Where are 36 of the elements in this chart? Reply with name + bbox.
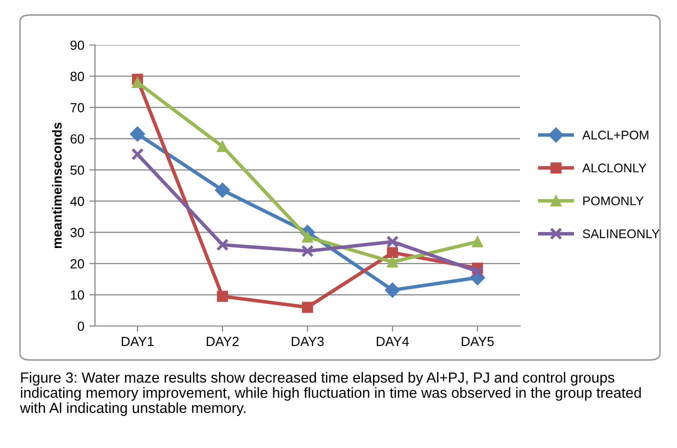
x-tick-label: DAY4 [376,336,409,346]
point [471,265,484,278]
y-axis-title: meantimeinseconds [52,122,62,248]
point [216,140,228,152]
y-tick-label: 80 [70,72,84,82]
point [386,235,399,248]
y-tick-label: 50 [70,165,84,175]
y-tick-label: 30 [70,228,84,238]
y-tick-label: 0 [78,322,84,331]
point [132,76,144,88]
y-tick-label: 10 [70,290,84,300]
legend-label: ALCLONLY [582,164,646,172]
point [301,244,314,258]
point [384,282,400,298]
point [302,302,314,313]
x-tick-label: DAY5 [462,336,494,346]
point [130,126,146,142]
point [214,182,230,198]
x-tick-label: DAY3 [292,336,324,346]
x-tick-label: DAY1 [122,336,154,346]
x-tick-label: DAY2 [206,336,239,346]
y-tick-label: 90 [70,40,84,50]
point [472,236,484,248]
point [216,238,229,252]
caption: Figure 3: Water maze results show decreased time elapsed by Al+PJ, PJ and control groups indicating memory improvement, while high fluctuation in time was observed in the group treated with Al indicating unstable memory. [20,372,641,416]
legend-label: ALCL+POM [582,130,648,140]
legend-label: POMONLY [583,196,644,206]
point [386,247,398,258]
y-tick-label: 20 [70,259,84,268]
y-tick-label: 40 [70,196,84,206]
legend-label: SALINEONLY [582,229,660,238]
point [131,148,144,161]
y-tick-label: 70 [70,103,84,112]
point [386,256,398,268]
point [216,290,228,302]
y-tick-label: 60 [70,134,84,144]
